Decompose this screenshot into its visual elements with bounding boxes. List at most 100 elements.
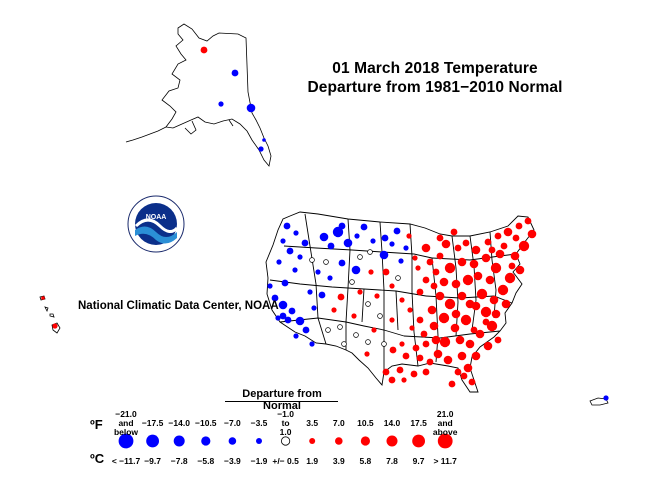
station-marker [311,305,317,311]
legend-celsius-label: +/− 0.5 [272,456,299,466]
station-marker [524,217,532,225]
station-marker [353,332,359,338]
legend-celsius-unit: ºC [90,451,105,466]
station-marker [281,279,289,287]
station-marker [293,230,299,236]
station-marker [410,370,418,378]
station-marker [603,395,609,401]
station-marker [370,238,376,244]
station-marker [429,321,439,331]
station-marker [435,291,445,301]
station-marker [421,243,431,253]
station-marker [462,239,470,247]
station-marker [515,222,523,230]
station-marker [52,323,58,329]
legend-celsius-label: −3.9 [224,456,241,466]
station-marker [338,259,346,267]
station-marker [431,335,441,345]
legend-symbol [256,438,262,444]
legend-symbol [280,436,291,446]
legend-symbol [228,437,237,445]
station-marker [495,249,505,259]
map-title-line1: 01 March 2018 Temperature [332,60,538,77]
station-marker [489,295,499,305]
station-marker [491,309,501,319]
station-marker [341,341,347,347]
station-marker [484,238,492,246]
station-marker [396,366,404,374]
station-marker [280,238,286,244]
station-marker [483,341,493,351]
legend-symbol [335,437,343,445]
station-marker [444,298,456,310]
station-marker [327,242,335,250]
legend-fahrenheit-label: −7.0 [224,418,241,428]
station-marker [512,234,520,242]
legend-fahrenheit-unit: ºF [90,417,103,432]
station-marker [407,307,413,313]
station-marker [307,289,313,295]
station-marker [332,226,344,238]
station-marker [278,300,288,310]
station-marker [371,327,377,333]
station-marker [377,313,383,319]
legend-symbol [412,434,425,448]
station-marker [284,316,292,324]
station-marker [527,229,537,239]
station-marker [327,275,333,281]
station-marker [438,312,450,324]
station-marker [395,275,401,281]
station-marker [382,368,390,376]
station-marker [271,294,279,302]
station-marker [393,227,401,235]
conus-map [265,211,535,393]
station-marker [508,262,516,270]
station-marker [412,255,418,261]
station-marker [357,254,363,260]
station-marker [389,317,395,323]
station-marker [432,268,440,276]
station-marker [504,272,516,284]
station-marker [415,265,421,271]
station-marker [309,341,315,347]
station-markers [41,46,609,401]
station-marker [510,251,520,261]
legend-fahrenheit-label: −3.5 [250,418,268,428]
station-marker [389,241,395,247]
station-marker [364,351,370,357]
station-marker [450,323,460,333]
station-marker [473,271,483,281]
station-marker [382,268,390,276]
station-marker [485,275,495,285]
legend-fahrenheit-label: 7.0 [332,418,345,428]
legend-celsius-label: < −11.7 [111,456,141,466]
station-marker [518,240,530,252]
station-marker [301,239,309,247]
station-marker [416,354,424,362]
legend-fahrenheit-label: 17.5 [410,418,427,428]
station-marker [497,284,509,296]
station-marker [475,329,485,339]
station-marker [439,277,449,287]
station-marker [365,301,371,307]
station-marker [374,293,380,299]
legend-fahrenheit-label: 21.0 and above [432,409,458,437]
station-marker [351,313,357,319]
station-marker [443,355,453,365]
station-marker [450,228,458,236]
station-marker [476,288,488,300]
puerto-rico-map [589,397,609,406]
station-marker [297,254,303,260]
station-marker [315,269,321,275]
credit-text: National Climatic Data Center, NOAA [78,300,279,312]
station-marker [465,299,475,309]
legend-title: Departure from Normal [242,388,322,412]
station-marker [430,282,438,290]
station-marker [360,223,368,231]
station-marker [426,258,434,266]
station-marker [381,234,389,242]
station-marker [367,249,373,255]
legend-fahrenheit-label: 14.0 [383,418,401,428]
station-marker [354,233,360,239]
station-marker [500,242,508,250]
